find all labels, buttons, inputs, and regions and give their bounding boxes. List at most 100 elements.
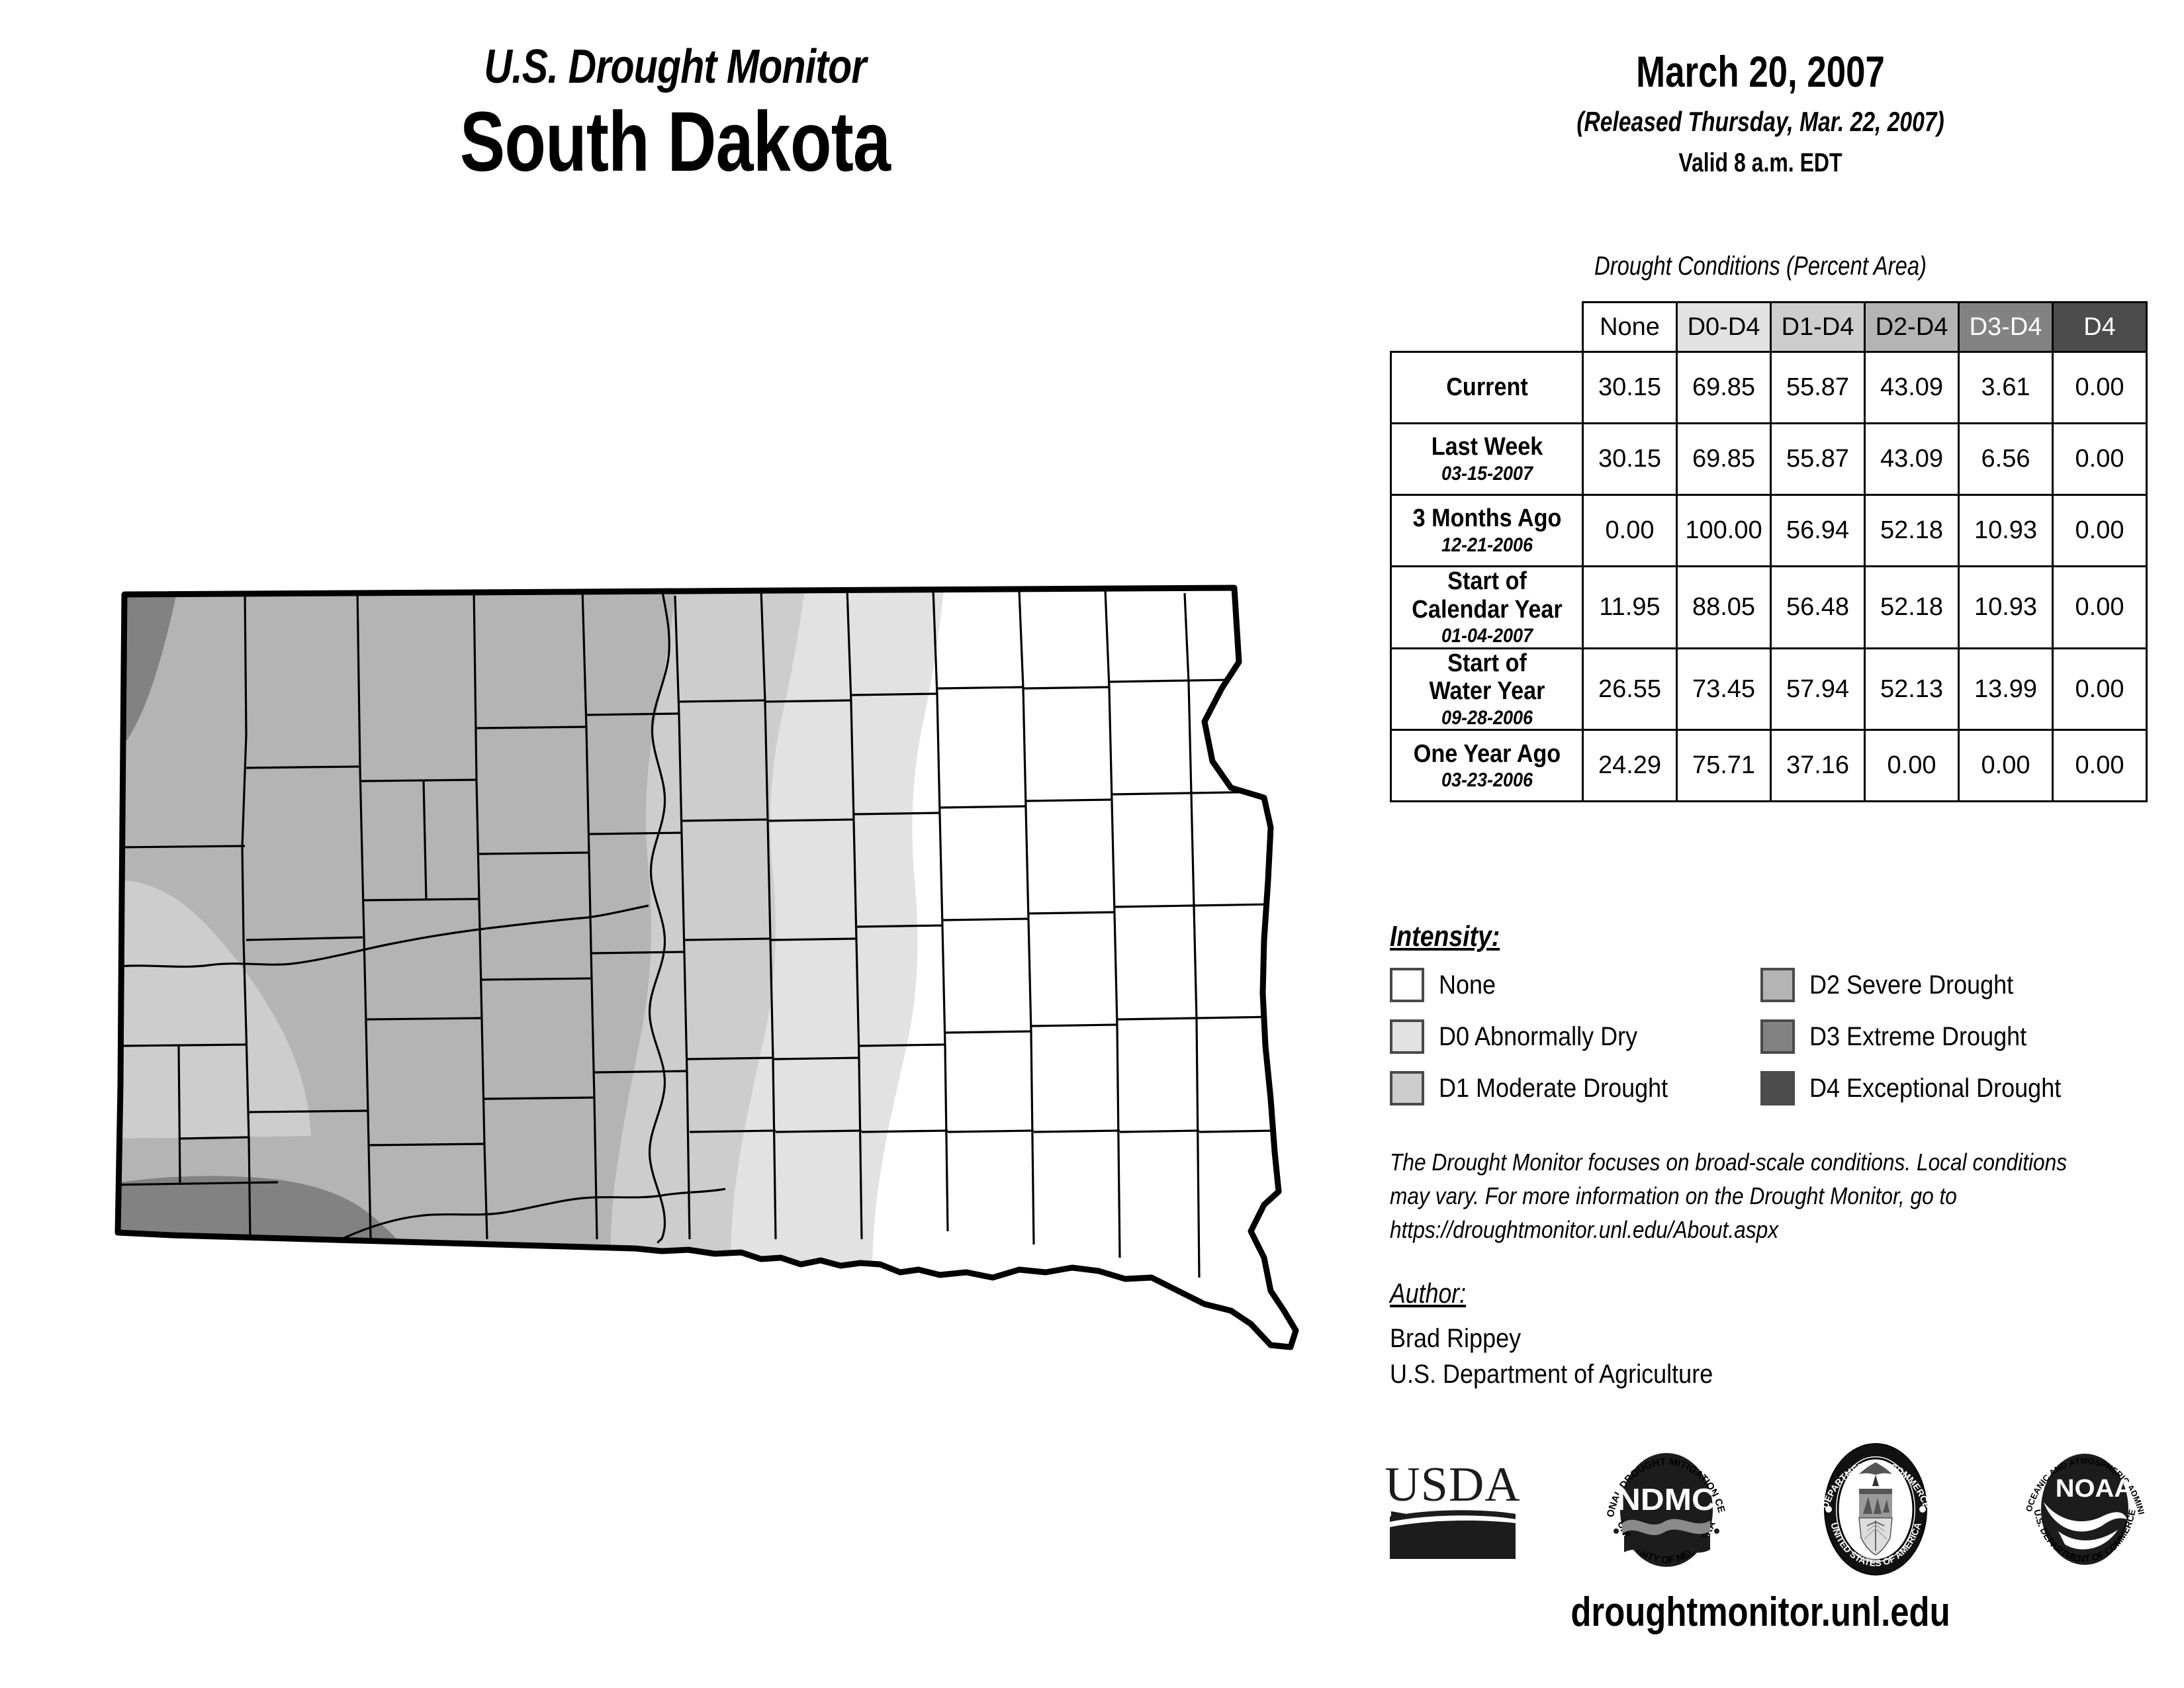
table-cell-none: 24.29 [1582,729,1678,803]
table-cell-none: 11.95 [1582,565,1678,649]
table-cell-d0-d4: 75.71 [1676,729,1772,803]
legend-label: D2 Severe Drought [1809,970,2014,1000]
legend-swatch-d4 [1760,1071,1795,1105]
table-cell-none: 0.00 [1582,494,1678,567]
legend-swatch-d1 [1390,1071,1424,1105]
table-cell-none: 30.15 [1582,351,1678,424]
table-cell-none: 30.15 [1582,422,1678,496]
ndmc-logo: NATIONAL DROUGHT MITIGATION CENTER UNIVE… [1600,1438,1727,1567]
county-boundaries [118,588,1277,1278]
issue-date: March 20, 2007 [1636,47,1885,96]
table-row: Start of Calendar Year 01-04-2007 11.95 88.0… [1391,565,2148,649]
table-header-row: None D0-D4 D1-D4 D2-D4 D3-D4 D4 [1391,301,2148,353]
row-label-date: 01-04-2007 [1441,625,1533,647]
state-outline [114,585,1299,1350]
row-label-date: 09-28-2006 [1441,706,1533,729]
table-cell-d2-d4: 52.18 [1864,565,1960,649]
col-header-d2d4: D2-D4 [1864,301,1960,353]
table-cell-d1-d4: 57.94 [1770,647,1866,731]
table-cell-d2-d4: 43.09 [1864,422,1960,496]
table-cell-d1-d4: 56.48 [1770,565,1866,649]
legend-swatch-d2 [1760,968,1795,1002]
legend-label: D1 Moderate Drought [1439,1073,1668,1103]
row-label: Last Week 03-15-2007 [1399,422,1574,496]
legend-label: None [1439,970,1496,1000]
legend-label: D4 Exceptional Drought [1809,1073,2062,1103]
table-cell-d1-d4: 55.87 [1770,422,1866,496]
table-cell-none: 26.55 [1582,647,1678,731]
row-label: Start of Calendar Year 01-04-2007 [1399,565,1574,649]
table-cell-d4: 0.00 [2052,729,2148,803]
row-label: 3 Months Ago 12-21-2006 [1399,494,1574,567]
usda-logo: USDA [1385,1458,1520,1559]
drought-conditions-table: None D0-D4 D1-D4 D2-D4 D3-D4 D4 Current 3… [1390,301,2148,803]
author-block: Brad Rippey U.S. Department of Agricultu… [1390,1321,1713,1392]
table-cell-d2-d4: 52.18 [1864,494,1960,567]
legend-item-none: None [1390,968,1760,1002]
table-row: 3 Months Ago 12-21-2006 0.00 100.00 56.94 52.… [1391,494,2148,567]
legend-item-d0: D0 Abnormally Dry [1390,1019,1760,1054]
table-cell-d1-d4: 56.94 [1770,494,1866,567]
row-label: Current [1399,351,1574,424]
table-row: Start of Water Year 09-28-2006 26.55 73.45 57… [1391,647,2148,731]
intensity-heading: Intensity: [1390,920,1500,953]
row-label: Start of Water Year 09-28-2006 [1399,647,1574,731]
table-row: Current 30.15 69.85 55.87 43.09 3.61 0.00 [1391,351,2148,424]
table-cell-d0-d4: 73.45 [1676,647,1772,731]
site-url: droughtmonitor.unl.edu [1570,1589,1950,1635]
svg-text:NOAA: NOAA [2056,1474,2133,1502]
legend-item-d2: D2 Severe Drought [1760,968,2158,1002]
region-d1-west-wedge [118,880,311,1143]
noaa-logo: NATIONAL OCEANIC AND ATMOSPHERIC ADMINIS… [2019,1438,2146,1565]
table-row: Last Week 03-15-2007 30.15 69.85 55.87 43.09 6… [1391,422,2148,496]
svg-text:NDMC: NDMC [1617,1483,1715,1517]
author-heading: Author: [1390,1278,1467,1309]
table-cell-d2-d4: 0.00 [1864,729,1960,803]
table-cell-d1-d4: 37.16 [1770,729,1866,803]
col-header-d0d4: D0-D4 [1676,301,1772,353]
legend-item-d1: D1 Moderate Drought [1390,1071,1760,1105]
row-label-date: 03-15-2007 [1441,462,1533,485]
table-cell-d2-d4: 52.13 [1864,647,1960,731]
table-row: One Year Ago 03-23-2006 24.29 75.71 37.16 0.0… [1391,729,2148,803]
col-header-d3d4: D3-D4 [1958,301,2054,353]
table-cell-d2-d4: 43.09 [1864,351,1960,424]
table-cell-d4: 0.00 [2052,647,2148,731]
table-body: Current 30.15 69.85 55.87 43.09 3.61 0.00 Last … [1391,351,2148,803]
map-title-block: U.S. Drought Monitor South Dakota [0,40,1350,187]
legend-item-d4: D4 Exceptional Drought [1760,1071,2158,1105]
state-title: South Dakota [459,95,891,189]
legend-label: D0 Abnormally Dry [1439,1021,1638,1051]
legend-item-d3: D3 Extreme Drought [1760,1019,2158,1054]
author-affiliation: U.S. Department of Agriculture [1390,1360,1713,1389]
table-corner-cell [1391,303,1583,352]
row-label-date: 03-23-2006 [1441,769,1533,792]
author-name: Brad Rippey [1390,1324,1522,1353]
row-label: One Year Ago 03-23-2006 [1399,729,1574,803]
table-cell-d4: 0.00 [2052,494,2148,567]
table-cell-d0-d4: 69.85 [1676,422,1772,496]
program-title: U.S. Drought Monitor [484,40,866,93]
col-header-d1d4: D1-D4 [1770,301,1866,353]
table-cell-d3-d4: 3.61 [1958,351,2054,424]
legend-label: D3 Extreme Drought [1809,1021,2027,1051]
table-cell-d4: 0.00 [2052,422,2148,496]
legend-swatch-d3 [1760,1019,1795,1054]
col-header-d4: D4 [2052,301,2148,353]
row-label-date: 12-21-2006 [1441,534,1533,556]
table-cell-d3-d4: 0.00 [1958,729,2054,803]
partner-logos: USDA NATIONAL DROUGHT MITIGATION CENTER … [1383,1423,2151,1595]
table-cell-d4: 0.00 [2052,565,2148,649]
legend-swatch-none [1390,968,1424,1002]
valid-time: Valid 8 a.m. EDT [1678,148,1843,177]
table-cell-d0-d4: 100.00 [1676,494,1772,567]
table-cell-d3-d4: 10.93 [1958,565,2054,649]
disclaimer-text: The Drought Monitor focuses on broad-sca… [1390,1149,2068,1244]
drought-shading-layer [118,588,1296,1347]
table-caption: Drought Conditions (Percent Area) [1594,252,1927,281]
intensity-legend: None D2 Severe Drought D0 Abnormally Dry D3… [1390,968,2158,1105]
table-cell-d1-d4: 55.87 [1770,351,1866,424]
svg-text:USDA: USDA [1385,1458,1520,1512]
col-header-none: None [1582,301,1678,353]
region-d3-northwest [118,589,177,740]
